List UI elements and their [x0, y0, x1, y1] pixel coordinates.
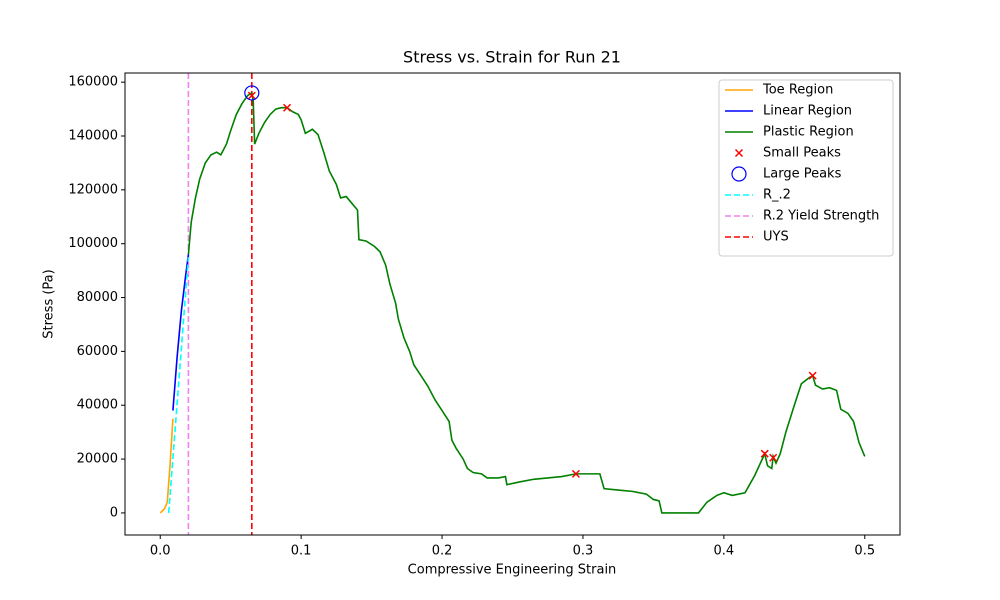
legend-label: Linear Region — [763, 104, 852, 119]
x-tick-label: 0.3 — [573, 544, 594, 559]
legend-label: Small Peaks — [763, 146, 841, 161]
x-tick-label: 0.2 — [432, 544, 453, 559]
line-series — [159, 418, 174, 514]
x-axis-label: Compressive Engineering Strain — [408, 563, 617, 578]
legend-label: Plastic Region — [763, 125, 854, 140]
legend: Toe Region Linear Region Plastic Region Sma… — [718, 79, 894, 257]
y-axis-label: Stress (Pa) — [42, 269, 57, 338]
y-tick-label: 160000 — [68, 75, 118, 90]
large-peak — [244, 85, 260, 101]
legend-label: Large Peaks — [763, 167, 842, 182]
y-tick-label: 20000 — [77, 452, 118, 467]
small-peak — [808, 371, 817, 380]
small-peak — [760, 449, 769, 458]
small-peak — [247, 91, 256, 100]
legend-label: R.2 Yield Strength — [763, 209, 879, 224]
y-tick-label: 60000 — [77, 344, 118, 359]
chart-title: Stress vs. Strain for Run 21 — [403, 48, 621, 67]
legend-label: UYS — [763, 230, 789, 245]
line-series — [172, 254, 190, 411]
legend-swatch — [731, 166, 747, 182]
plot-frame — [124, 72, 901, 536]
y-tick-label: 100000 — [68, 236, 118, 251]
small-peak — [283, 103, 292, 112]
legend-swatch — [734, 148, 744, 158]
legend-label: R_.2 — [763, 188, 791, 203]
y-tick-label: 80000 — [77, 290, 118, 305]
x-tick-label: 0.5 — [854, 544, 875, 559]
plot-area — [159, 73, 866, 535]
x-tick-label: 0.0 — [150, 544, 171, 559]
small-peak — [769, 453, 778, 462]
small-peak — [571, 469, 580, 478]
y-tick-label: 140000 — [68, 129, 118, 144]
x-tick-label: 0.1 — [291, 544, 312, 559]
y-tick-label: 120000 — [68, 182, 118, 197]
y-tick-label: 40000 — [77, 398, 118, 413]
legend-box — [718, 79, 894, 257]
line-series — [167, 257, 190, 513]
y-tick-label: 0 — [110, 505, 118, 520]
legend-label: Toe Region — [762, 83, 833, 98]
x-tick-label: 0.4 — [714, 544, 735, 559]
line-series — [187, 91, 866, 514]
